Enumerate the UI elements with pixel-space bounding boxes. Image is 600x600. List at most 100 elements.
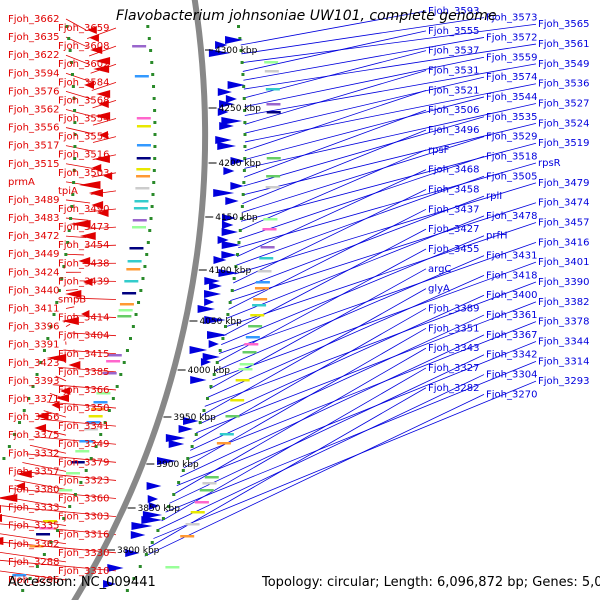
gene-label-right: Fjoh_3293 [538, 376, 589, 387]
marker-dot [161, 517, 165, 520]
gene-label-right: Fjoh_3593 [428, 6, 479, 17]
forward-gene [165, 434, 186, 442]
forward-gene [217, 108, 229, 116]
marker-dot [242, 97, 246, 100]
gene-label-right: Fjoh_3506 [428, 105, 479, 116]
connector-line-right [243, 37, 485, 81]
marker-dot [2, 457, 6, 460]
connector-line-right [214, 255, 485, 372]
marker-dot [73, 109, 77, 112]
gene-label-left: Fjoh_3438 [58, 258, 109, 269]
connector-line-right [235, 175, 485, 266]
forward-gene [230, 182, 244, 190]
connector-line-right [207, 275, 485, 398]
reverse-gene [103, 172, 113, 180]
gene-label-left: Fjoh_3316 [58, 530, 109, 541]
marker-dot [215, 361, 219, 364]
marker-dot [62, 517, 66, 520]
connector-line-right [244, 96, 485, 160]
forward-gene [221, 241, 241, 249]
connector-line-left [65, 18, 87, 31]
marker-dot [46, 337, 50, 340]
reverse-gene [93, 155, 110, 163]
connector-line-left [65, 323, 71, 327]
marker-dot [125, 349, 129, 352]
feature-band [266, 175, 281, 178]
feature-band [262, 228, 277, 231]
marker-dot [153, 133, 157, 136]
marker-dot [232, 277, 236, 280]
feature-band [132, 45, 147, 48]
marker-dot [177, 481, 181, 484]
feature-band [42, 520, 57, 523]
forward-gene [125, 549, 140, 557]
feature-band [88, 415, 103, 418]
feature-band [242, 351, 257, 354]
connector-line-left [65, 145, 93, 152]
marker-dot [129, 337, 133, 340]
connector-line-right [218, 241, 537, 354]
gene-label-left: Fjoh_3396 [8, 322, 59, 333]
forward-gene [146, 482, 162, 490]
marker-dot [49, 541, 53, 544]
reverse-gene [83, 278, 93, 286]
connector-line-right [148, 387, 427, 548]
marker-dot [234, 265, 238, 268]
connector-line-right [244, 70, 427, 125]
gene-label-left: Fjoh_3393 [8, 376, 59, 387]
marker-dot [237, 241, 241, 244]
reverse-gene [79, 232, 96, 240]
reverse-gene [68, 361, 81, 369]
connector-line-right [242, 122, 537, 196]
marker-dot [73, 493, 77, 496]
feature-band [204, 476, 219, 479]
forward-gene [200, 358, 212, 366]
marker-dot [242, 85, 246, 88]
forward-gene [202, 353, 220, 361]
marker-dot [31, 385, 35, 388]
feature-band [136, 125, 151, 128]
gene-label-left: Fjoh_3483 [8, 213, 59, 224]
forward-gene [213, 189, 235, 197]
reverse-gene [98, 131, 108, 139]
connector-line-left [65, 109, 93, 117]
gene-label-left: Fjoh_3356 [8, 412, 59, 423]
marker-dot [243, 157, 247, 160]
gene-label-left: Fjoh_3333 [8, 503, 59, 514]
reverse-gene [61, 317, 79, 325]
connector-line-right [241, 17, 485, 55]
connector-line-right [226, 215, 485, 319]
connector-line-left [10, 488, 117, 499]
marker-dot [181, 469, 185, 472]
feature-band [122, 292, 137, 295]
gene-label-right: Fjoh_3505 [486, 171, 537, 182]
forward-gene [148, 502, 159, 510]
forward-gene [230, 157, 246, 165]
marker-dot [172, 493, 176, 496]
gene-label-left: Fjoh_3454 [58, 240, 109, 251]
reverse-gene [16, 470, 32, 478]
marker-dot [243, 121, 247, 124]
label-connector-lines [0, 10, 537, 581]
gene-label-left: Fjoh_3404 [58, 331, 109, 342]
reverse-gene [34, 424, 47, 432]
marker-dot [198, 421, 202, 424]
feature-band [12, 574, 27, 577]
gene-label-right: Fjoh_3389 [428, 303, 479, 314]
gene-label-right: Fjoh_3573 [486, 13, 537, 24]
gene-label-left: Fjoh_3635 [8, 32, 59, 43]
marker-dot [194, 433, 198, 436]
gene-label-right: Fjoh_3401 [538, 257, 589, 268]
gene-label-left: Fjoh_3296 [8, 575, 59, 586]
connector-line-right [242, 129, 427, 205]
gene-label-left: Fjoh_3576 [8, 86, 59, 97]
connector-line-right [239, 156, 485, 240]
feature-band [106, 360, 121, 363]
gene-label-right: Fjoh_3574 [486, 72, 537, 83]
gene-label-right: Fjoh_3327 [428, 363, 479, 374]
connector-line-right [204, 281, 537, 407]
marker-dot [103, 421, 107, 424]
feature-band [134, 200, 149, 203]
forward-gene [217, 88, 232, 96]
connector-line-right [201, 288, 427, 416]
